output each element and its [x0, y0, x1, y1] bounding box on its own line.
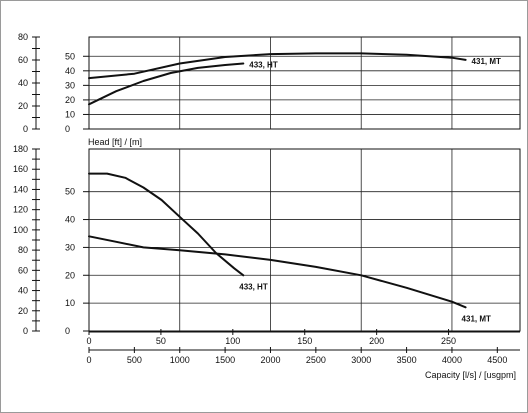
outer-tick-label: 120	[13, 205, 28, 215]
grid-lines	[88, 36, 521, 332]
capacity-axis-title: Capacity [l/s] / [usgpm]	[425, 370, 516, 380]
inner-tick-label: 40	[65, 66, 75, 76]
inner-tick-label: 10	[65, 298, 75, 308]
head-axis-title: Head [ft] / [m]	[88, 137, 142, 147]
inner-tick-label: 0	[65, 124, 70, 134]
inner-tick-label: 20	[65, 270, 75, 280]
x-tick-label-usgpm: 3500	[397, 355, 417, 365]
outer-tick-label: 80	[18, 245, 28, 255]
x-tick-label-ls: 250	[441, 336, 456, 346]
x-tick-label-usgpm: 4000	[442, 355, 462, 365]
outer-tick-label: 160	[13, 164, 28, 174]
series-label: 433, HT	[249, 61, 278, 70]
outer-tick-label: 0	[23, 124, 28, 134]
inner-tick-label: 40	[65, 215, 75, 225]
x-tick-label-usgpm: 1500	[215, 355, 235, 365]
inner-tick-label: 30	[65, 242, 75, 252]
outer-tick-label: 60	[18, 55, 28, 65]
outer-tick-label: 100	[13, 225, 28, 235]
series-lines: 433, HT 431, MT 433, HT 431, MT	[88, 52, 501, 323]
outer-tick-label: 0	[23, 326, 28, 336]
series-label: 431, MT	[462, 314, 491, 323]
x-tick-label-usgpm: 500	[127, 355, 142, 365]
x-tick-label-usgpm: 3000	[351, 355, 371, 365]
outer-tick-label: 140	[13, 184, 28, 194]
x-tick-label-usgpm: 1000	[170, 355, 190, 365]
series-line-431mt	[88, 235, 467, 309]
inner-tick-label: 10	[65, 109, 75, 119]
x-tick-label-ls: 200	[369, 336, 384, 346]
x-tick-label-ls: 100	[225, 336, 240, 346]
x-tick-label-ls: 150	[297, 336, 312, 346]
outer-tick-label: 20	[18, 101, 28, 111]
series-line-431mt	[88, 52, 467, 80]
inner-tick-label: 50	[65, 51, 75, 61]
x-tick-label-ls: 0	[86, 336, 91, 346]
outer-tick-label: 40	[18, 78, 28, 88]
x-tick-label-usgpm: 2500	[306, 355, 326, 365]
outer-tick-label: 40	[18, 286, 28, 296]
inner-tick-label: 20	[65, 95, 75, 105]
outer-tick-label: 180	[13, 144, 28, 154]
inner-tick-label: 30	[65, 80, 75, 90]
series-line-433ht	[88, 62, 245, 106]
axes: 5040302010080604020050403020100180160140…	[13, 32, 520, 365]
x-tick-label-ls: 50	[156, 336, 166, 346]
x-tick-label-usgpm: 2000	[260, 355, 280, 365]
outer-tick-label: 60	[18, 265, 28, 275]
x-tick-label-usgpm: 4500	[487, 355, 507, 365]
series-label: 431, MT	[472, 57, 501, 66]
axis-labels: Head [ft] / [m] Capacity [l/s] / [usgpm]	[88, 137, 516, 380]
outer-tick-label: 20	[18, 306, 28, 316]
series-label: 433, HT	[239, 282, 268, 291]
outer-tick-label: 80	[18, 32, 28, 42]
efficiency-panel-frame	[88, 36, 521, 130]
series-line-433ht	[88, 172, 245, 277]
inner-tick-label: 0	[65, 326, 70, 336]
inner-tick-label: 50	[65, 187, 75, 197]
x-tick-label-usgpm: 0	[86, 355, 91, 365]
